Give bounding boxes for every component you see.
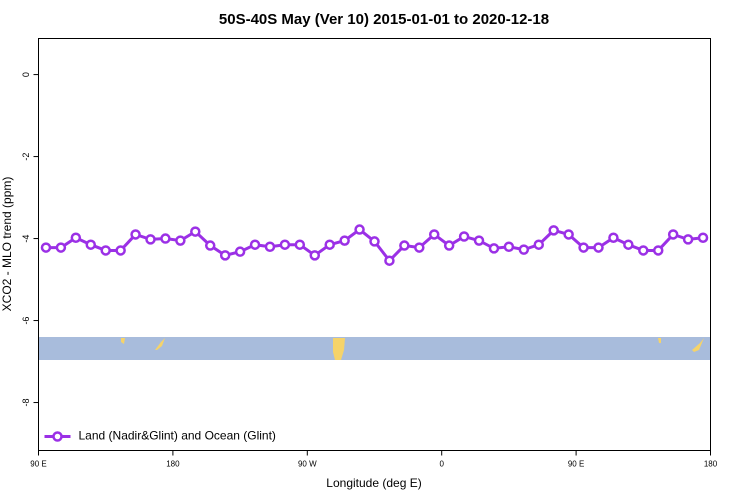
data-point [697,232,709,243]
data-point [682,234,694,245]
data-point [264,241,276,253]
data-point [324,239,335,250]
y-tick-label: 0 [21,72,31,77]
data-point [219,250,231,261]
data-point [563,229,574,240]
data-point [667,229,679,240]
x-tick-label: 180 [166,460,180,469]
data-point [115,245,126,256]
data-point [652,245,664,256]
data-point [369,236,380,247]
data-point [399,240,410,251]
x-tick-label: 90 W [298,460,317,469]
data-point [458,231,470,242]
plot-frame [38,38,711,451]
x-axis-label: Longitude (deg E) [326,476,421,490]
data-point [55,242,67,253]
data-point [294,239,306,250]
legend-marker [52,431,63,442]
data-point [503,241,515,253]
data-point [533,239,545,250]
data-point [608,232,619,243]
x-tick-label: 180 [704,460,718,469]
data-point [443,240,455,251]
data-point [145,234,156,245]
data-point [204,240,216,251]
x-tick-label: 0 [439,460,444,469]
data-point [279,239,291,250]
y-tick-label: -6 [21,317,31,325]
data-point [85,239,97,250]
data-point [473,235,485,246]
data-point [354,224,365,235]
data-point [309,250,321,261]
data-point [623,239,634,250]
data-point [249,239,261,250]
data-point [234,246,246,257]
data-point [414,242,425,253]
land-mask [39,337,710,360]
data-point [160,233,171,244]
x-tick-label: 90 E [568,460,584,469]
data-point [548,225,559,236]
data-point [130,229,141,240]
data-point [190,226,201,237]
data-point [428,229,440,240]
legend-label: Land (Nadir&Glint) and Ocean (Glint) [79,429,276,443]
chart-title: 50S-40S May (Ver 10) 2015-01-01 to 2020-… [219,11,549,28]
data-point [40,242,52,253]
data-point [488,243,500,254]
ocean-strip [39,337,710,360]
x-tick-label: 90 E [30,460,46,469]
data-point [518,244,530,255]
data-point [175,235,186,246]
data-point [593,242,604,253]
data-point [70,232,82,243]
data-point [339,235,350,246]
data-point [638,245,649,256]
data-point [100,245,111,256]
y-tick-label: -4 [21,235,31,243]
y-axis-label: XCO2 - MLO trend (ppm) [0,177,14,312]
y-tick-label: -8 [21,399,31,407]
data-point [384,255,395,266]
data-point [578,242,589,253]
y-tick-label: -2 [21,153,31,161]
